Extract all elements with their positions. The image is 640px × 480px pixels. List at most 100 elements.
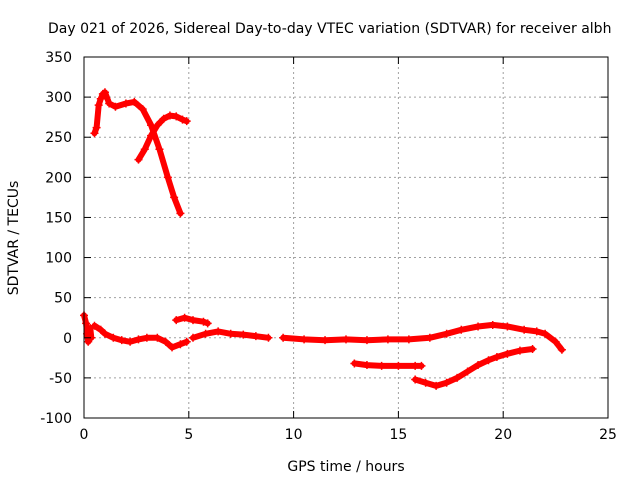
data-point-marker [383,335,392,344]
data-point-marker [176,340,185,349]
data-point-marker [463,367,472,376]
y-tick-label: 350 [45,50,72,66]
data-point-marker [126,337,135,346]
series-arc-9 [411,345,537,390]
data-point-marker [515,346,524,355]
data-point-marker [411,375,420,384]
data-point-marker [214,327,223,336]
data-point-marker [96,94,105,103]
series-arc-2 [134,111,191,164]
data-point-marker [176,209,185,218]
x-tick-label: 0 [80,427,89,443]
data-point-marker [404,335,413,344]
data-point-marker [159,114,168,123]
data-point-marker [100,329,109,338]
series-arc-1 [90,88,185,218]
data-point-marker [528,345,537,354]
x-axis-label: GPS time / hours [287,459,404,475]
data-point-marker [163,173,172,182]
data-point-marker [94,101,103,110]
data-point-marker [442,378,451,387]
y-tick-label: 100 [45,251,72,267]
data-point-marker [90,129,99,138]
series-band [91,89,184,217]
data-point-marker [105,99,114,108]
data-point-marker [117,336,126,345]
y-tick-label: -100 [40,411,72,427]
data-point-marker [425,333,434,342]
y-tick-label: 300 [45,90,72,106]
data-point-marker [130,97,139,106]
data-series [80,88,566,390]
axis-ticks: 0 5 10 15 20 25 -100 -50 0 50 100 150 200 250 300 350 [40,50,617,443]
y-axis-label: SDTVAR / TECUs [6,181,22,296]
data-point-marker [342,335,350,344]
data-point-marker [484,356,493,365]
data-point-marker [170,193,179,202]
data-point-marker [432,381,441,390]
x-tick-label: 10 [285,427,303,443]
series-band [412,346,536,389]
data-point-marker [474,361,483,370]
data-point-marker [153,333,162,342]
y-tick-label: 150 [45,210,72,226]
data-point-marker [457,325,466,334]
data-point-marker [178,115,187,124]
data-point-marker [153,121,162,130]
x-tick-label: 20 [494,427,512,443]
data-point-marker [279,333,288,342]
data-point-marker [239,330,248,339]
data-point-marker [161,337,170,346]
data-point-marker [180,313,189,322]
data-point-marker [488,320,497,329]
data-point-marker [172,316,181,325]
data-point-marker [362,336,371,345]
series-arc-3 [80,311,96,346]
data-point-marker [188,333,197,342]
series-arc-4 [90,321,191,352]
data-point-marker [417,361,426,370]
y-tick-label: 250 [45,130,72,146]
data-point-marker [111,102,120,111]
y-tick-label: 50 [54,291,72,307]
y-tick-label: 0 [63,331,72,347]
data-point-marker [350,359,359,368]
data-point-marker [138,105,147,114]
series-arc-5 [172,313,212,328]
x-tick-label: 25 [599,427,617,443]
data-point-marker [147,131,156,140]
x-tick-label: 5 [184,427,193,443]
data-point-marker [503,322,512,331]
data-point-marker [503,349,512,358]
data-point-marker [453,373,462,382]
series-band [91,322,190,351]
data-point-marker [92,123,101,132]
data-point-marker [142,333,151,342]
data-point-marker [251,332,260,341]
data-point-marker [520,325,529,334]
chart-title: Day 021 of 2026, Sidereal Day-to-day VTE… [48,21,611,37]
y-tick-label: 200 [45,170,72,186]
data-point-marker [100,88,109,97]
data-point-marker [474,322,483,331]
data-point-marker [182,337,191,346]
data-point-marker [172,112,181,121]
data-point-marker [90,321,99,330]
data-point-marker [188,316,197,325]
data-point-marker [134,335,143,344]
data-point-marker [96,325,105,334]
grid-lines [84,57,608,418]
series-arc-8 [350,359,426,370]
data-point-marker [82,319,91,328]
data-point-marker [226,329,235,338]
data-point-marker [442,329,451,338]
data-point-marker [199,317,208,326]
data-point-marker [394,361,403,370]
data-point-marker [165,111,174,120]
y-tick-label: -50 [49,371,72,387]
data-point-marker [182,117,191,126]
data-point-marker [264,333,273,342]
data-point-marker [532,327,541,336]
x-tick-label: 15 [389,427,407,443]
